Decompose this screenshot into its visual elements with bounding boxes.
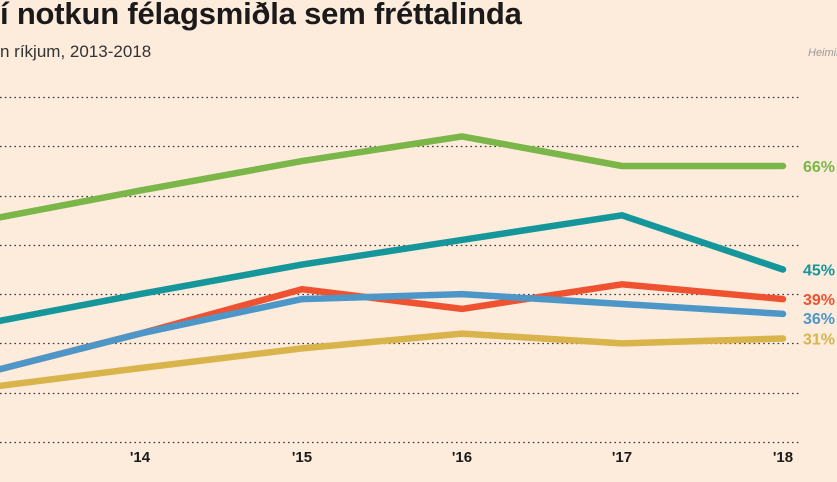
- chart-subtitle: n ríkjum, 2013-2018: [0, 42, 152, 61]
- end-value-label: 31%: [803, 332, 835, 349]
- chart-title: í notkun félagsmiðla sem fréttalinda: [0, 0, 522, 31]
- series-line-4: [0, 290, 787, 373]
- source-label: Heimild: [808, 47, 837, 59]
- series-lines: [0, 133, 787, 390]
- end-value-label: 45%: [803, 263, 835, 280]
- x-tick-label: '15: [292, 449, 312, 466]
- x-axis-ticks: '14 '15 '16 '17 '18: [130, 449, 793, 466]
- series-line-1: [0, 133, 787, 221]
- x-tick-label: '18: [773, 449, 793, 466]
- x-tick-label: '17: [612, 449, 632, 466]
- series-line-2: [0, 212, 787, 325]
- end-value-label: 66%: [803, 159, 835, 176]
- x-tick-label: '16: [452, 449, 472, 466]
- end-value-label: 36%: [803, 311, 835, 328]
- series-line-5: [0, 330, 787, 390]
- x-tick-label: '14: [130, 449, 151, 466]
- end-labels: 66% 45% 39% 36% 31%: [803, 159, 835, 349]
- end-value-label: 39%: [803, 292, 835, 309]
